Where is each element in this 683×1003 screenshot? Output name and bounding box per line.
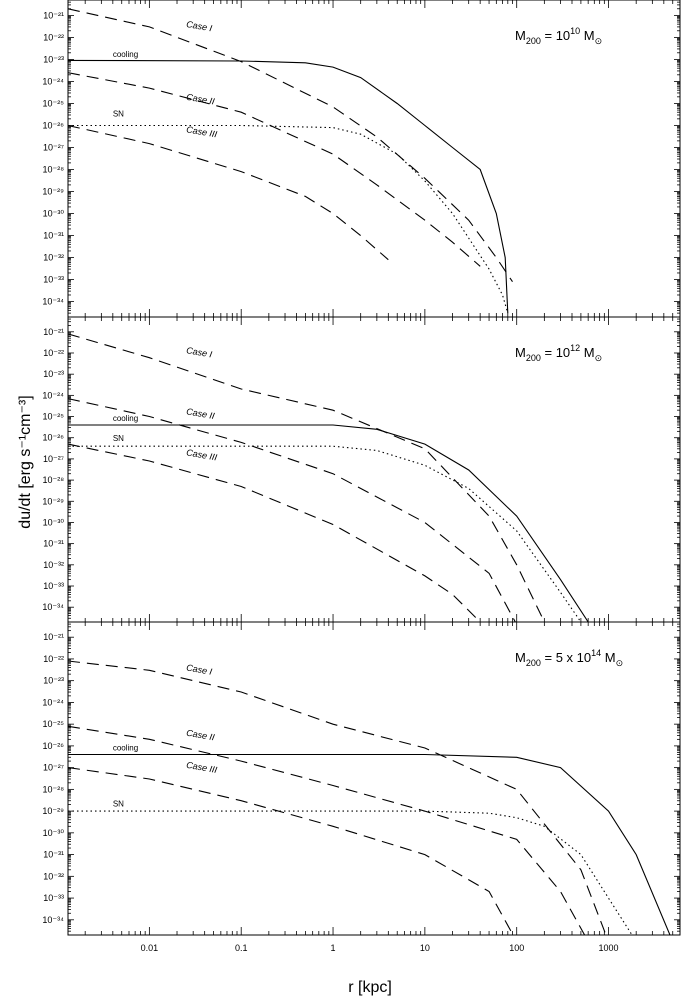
curve-label: SN	[113, 800, 124, 809]
series-line-case-ii	[68, 398, 516, 622]
series-line-case-iii	[68, 443, 481, 622]
curve-label: SN	[113, 434, 124, 443]
y-tick-label: 10⁻²⁸	[42, 784, 64, 794]
y-tick-label: 10⁻²⁶	[43, 433, 65, 443]
curve-label: Case II	[186, 92, 216, 107]
panel-3: 10⁻²¹ 10⁻²² 10⁻²³ 10⁻²⁴ 10⁻²⁵ 10⁻²⁶ 10⁻²⁷ 10⁻²⁸…	[42, 621, 681, 953]
curve-label: Case I	[186, 662, 214, 676]
curve-label: Case I	[186, 19, 214, 33]
x-tick-label: 100	[509, 943, 524, 953]
y-tick-label: 10⁻³²	[43, 871, 64, 881]
y-tick-label: 10⁻²¹	[43, 327, 64, 337]
x-tick-label: 1	[331, 943, 336, 953]
series-line-sn	[68, 810, 633, 935]
y-tick-label: 10⁻²³	[43, 369, 64, 379]
y-tick-label: 10⁻³⁰	[43, 209, 65, 219]
panel-frame	[67, 621, 681, 936]
y-tick-label: 10⁻²²	[43, 654, 64, 664]
series-line-case-iii	[68, 124, 389, 261]
panel-mass-label: M200 = 1012 M⊙	[515, 343, 602, 363]
series-line-case-ii	[68, 725, 586, 935]
series-line-sn	[68, 124, 509, 314]
series-line-cooling	[68, 753, 671, 935]
y-tick-label: 10⁻²⁴	[42, 76, 64, 86]
y-tick-label: 10⁻³⁴	[42, 915, 64, 925]
panel-2: 10⁻²¹ 10⁻²² 10⁻²³ 10⁻²⁴ 10⁻²⁵ 10⁻²⁶ 10⁻²⁷ 10⁻²⁸…	[42, 316, 681, 623]
panel-mass-label: M200 = 5 x 1014 M⊙	[515, 648, 623, 668]
curve-label: Case II	[186, 728, 216, 743]
x-tick-label: 0.01	[141, 943, 159, 953]
y-tick-label: 10⁻³³	[43, 275, 64, 285]
series-line-cooling	[68, 424, 589, 622]
y-tick-label: 10⁻³³	[43, 893, 64, 903]
curve-label: Case III	[186, 447, 219, 462]
y-tick-label: 10⁻²⁶	[43, 120, 65, 130]
y-tick-label: 10⁻²³	[43, 54, 64, 64]
y-tick-label: 10⁻²⁵	[43, 98, 65, 108]
series-line-case-i	[68, 660, 607, 935]
y-tick-label: 10⁻²⁴	[42, 697, 64, 707]
y-tick-label: 10⁻³⁰	[43, 828, 65, 838]
y-tick-label: 10⁻³¹	[43, 231, 64, 241]
curve-label: SN	[113, 110, 124, 119]
y-tick-label: 10⁻³⁴	[42, 297, 64, 307]
curve-label: cooling	[113, 744, 138, 753]
y-tick-label: 10⁻²⁷	[43, 763, 64, 773]
y-tick-label: 10⁻²²	[43, 32, 64, 42]
panels: 10⁻²¹ 10⁻²² 10⁻²³ 10⁻²⁴ 10⁻²⁵ 10⁻²⁶ 10⁻²⁷ 10⁻²⁸…	[42, 0, 681, 953]
y-tick-label: 10⁻³²	[43, 253, 64, 263]
y-tick-label: 10⁻³²	[43, 560, 64, 570]
y-tick-label: 10⁻²⁵	[43, 412, 65, 422]
y-tick-label: 10⁻²⁵	[43, 719, 65, 729]
y-tick-label: 10⁻²⁹	[42, 187, 64, 197]
x-tick-label: 1000	[599, 943, 619, 953]
y-tick-label: 10⁻²⁷	[43, 454, 64, 464]
y-tick-label: 10⁻³¹	[43, 539, 64, 549]
x-axis-label: r [kpc]	[348, 979, 392, 996]
y-tick-label: 10⁻²²	[43, 348, 64, 358]
curve-label: Case III	[186, 760, 219, 775]
series-line-case-i	[68, 8, 513, 283]
curve-label: cooling	[113, 50, 138, 59]
y-tick-label: 10⁻²⁸	[42, 475, 64, 485]
y-tick-label: 10⁻²¹	[43, 632, 64, 642]
curve-label: Case II	[186, 406, 216, 421]
curve-label: Case III	[186, 124, 219, 139]
y-tick-label: 10⁻²⁹	[42, 496, 64, 506]
panel-frame	[67, 316, 681, 623]
series-line-case-i	[68, 333, 545, 622]
y-tick-label: 10⁻²¹	[43, 10, 64, 20]
y-tick-label: 10⁻³⁴	[42, 602, 64, 612]
y-tick-label: 10⁻²⁶	[43, 741, 65, 751]
series-line-case-iii	[68, 767, 514, 935]
y-tick-label: 10⁻²⁸	[42, 165, 64, 175]
curve-label: cooling	[113, 414, 138, 423]
y-axis-label: du/dt [erg s⁻¹cm⁻³]	[17, 395, 34, 528]
curve-label: Case I	[186, 345, 214, 359]
y-tick-label: 10⁻²⁷	[43, 142, 64, 152]
y-tick-label: 10⁻³³	[43, 581, 64, 591]
panel-1: 10⁻²¹ 10⁻²² 10⁻²³ 10⁻²⁴ 10⁻²⁵ 10⁻²⁶ 10⁻²⁷ 10⁻²⁸…	[42, 0, 681, 318]
y-tick-label: 10⁻²³	[43, 676, 64, 686]
y-tick-label: 10⁻²⁴	[42, 390, 64, 400]
x-tick-label: 10	[420, 943, 430, 953]
series-line-cooling	[68, 59, 509, 314]
y-tick-label: 10⁻³¹	[43, 850, 64, 860]
x-tick-label: 0.1	[235, 943, 248, 953]
series-line-sn	[68, 445, 582, 622]
series-line-case-ii	[68, 72, 481, 267]
panel-frame	[67, 0, 681, 318]
y-tick-label: 10⁻³⁰	[43, 517, 65, 527]
y-tick-label: 10⁻²⁹	[42, 806, 64, 816]
panel-mass-label: M200 = 1010 M⊙	[515, 26, 602, 46]
